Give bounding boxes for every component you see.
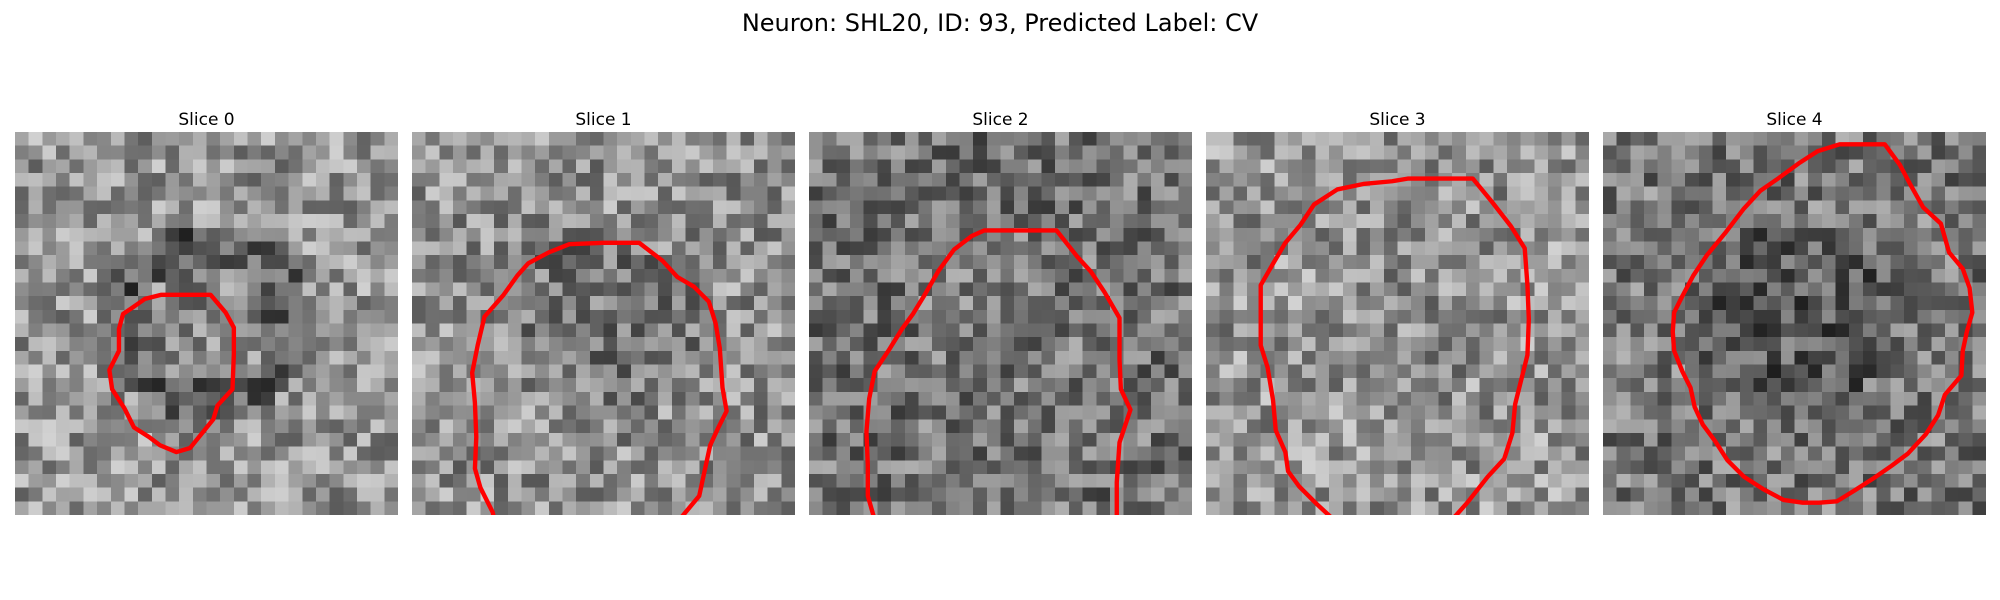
figure-suptitle: Neuron: SHL20, ID: 93, Predicted Label: … (741, 9, 1259, 37)
slice-panel-0: Slice 0 (15, 108, 398, 515)
slice-image-3 (1206, 132, 1589, 515)
pixel-grid (809, 132, 1192, 515)
pixel-grid (1206, 132, 1589, 515)
contour-outline (107, 292, 237, 455)
slice-image-2 (809, 132, 1192, 515)
contour-outline (864, 228, 1133, 515)
pixel-grid (15, 132, 398, 515)
slice-title-4: Slice 4 (1766, 110, 1823, 130)
slice-title-3: Slice 3 (1369, 110, 1426, 130)
slice-panel-4: Slice 4 (1603, 108, 1986, 515)
slice-panel-1: Slice 1 (412, 108, 795, 515)
slice-panel-2: Slice 2 (809, 108, 1192, 515)
slice-image-1 (412, 132, 795, 515)
slice-image-0 (15, 132, 398, 515)
slice-panel-3: Slice 3 (1206, 108, 1589, 515)
slice-title-0: Slice 0 (178, 110, 235, 130)
contour-outline (1670, 142, 1975, 505)
pixel-grid (412, 132, 795, 515)
slice-image-4 (1603, 132, 1986, 515)
contour-outline (1258, 176, 1532, 515)
pixel-grid (1603, 132, 1986, 515)
slice-title-2: Slice 2 (972, 110, 1029, 130)
slice-title-1: Slice 1 (575, 110, 632, 130)
contour-outline (469, 240, 729, 515)
